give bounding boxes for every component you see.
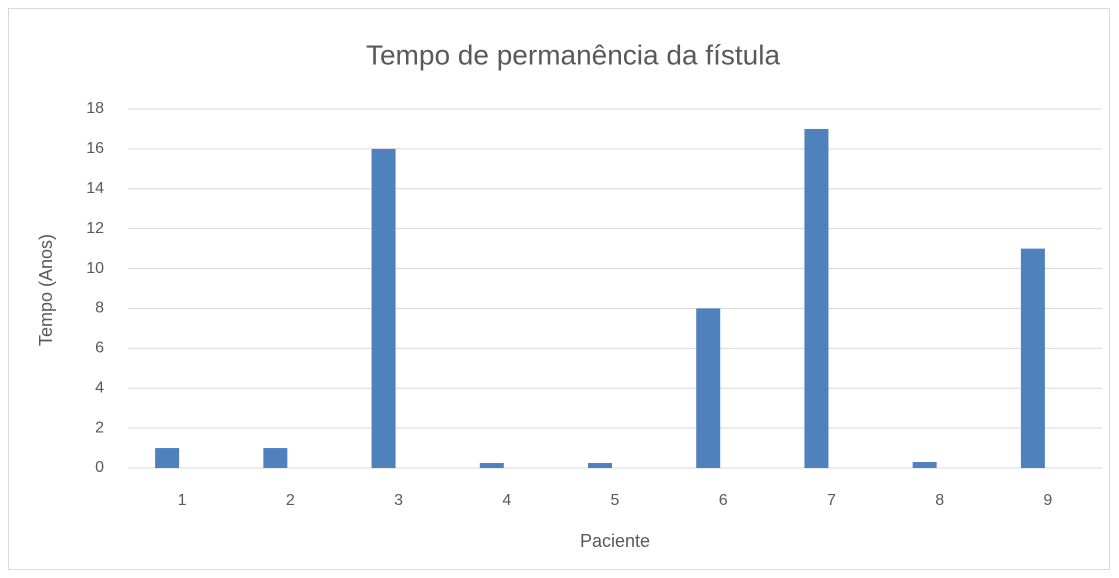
- x-tick-label: 3: [394, 492, 403, 509]
- bar: [479, 463, 504, 468]
- x-tick-label: 7: [827, 492, 836, 509]
- y-tick-label: 16: [86, 140, 104, 157]
- y-tick-label: 0: [95, 459, 104, 476]
- bar: [912, 462, 937, 468]
- bar: [804, 128, 829, 468]
- y-tick-label: 10: [86, 260, 104, 277]
- x-tick-label: 1: [178, 492, 187, 509]
- x-tick-label: 2: [286, 492, 295, 509]
- y-tick-label: 2: [95, 419, 104, 436]
- x-tick-label: 4: [502, 492, 511, 509]
- y-tick-label: 18: [86, 100, 104, 117]
- bar: [696, 308, 721, 468]
- x-tick-label: 6: [719, 492, 728, 509]
- chart-border: [8, 8, 1110, 570]
- bar: [1020, 248, 1045, 468]
- chart-title: Tempo de permanência da fístula: [366, 39, 780, 70]
- bar: [155, 448, 180, 468]
- x-tick-label: 9: [1043, 492, 1052, 509]
- y-tick-label: 8: [95, 300, 104, 317]
- x-axis-label: Paciente: [580, 531, 650, 551]
- x-tick-label: 8: [935, 492, 944, 509]
- y-tick-label: 4: [95, 379, 104, 396]
- y-tick-label: 6: [95, 340, 104, 357]
- bar: [263, 448, 288, 468]
- y-tick-label: 12: [86, 220, 104, 237]
- bar: [371, 148, 396, 468]
- y-tick-label: 14: [86, 180, 104, 197]
- bar: [588, 463, 612, 468]
- x-tick-label: 5: [611, 492, 620, 509]
- y-axis-label: Tempo (Anos): [36, 234, 56, 346]
